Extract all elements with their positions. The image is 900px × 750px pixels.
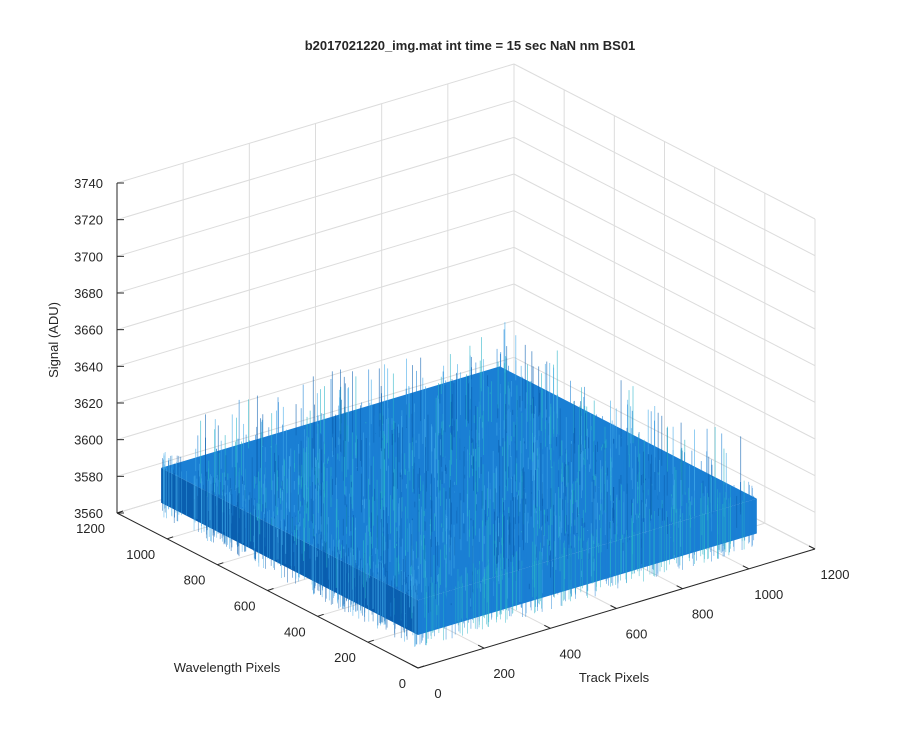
axes — [116, 182, 816, 669]
x-tick-mark — [808, 545, 816, 550]
back-wall-grid-line — [116, 283, 515, 404]
y-tick-mark — [367, 639, 374, 643]
y-tick-label: 800 — [184, 573, 206, 588]
x-tick-label: 400 — [559, 646, 581, 661]
y-tick-label: 400 — [284, 624, 306, 639]
y-tick-mark — [217, 562, 224, 566]
right-wall-grid-line — [513, 173, 816, 330]
x-tick-label: 800 — [692, 607, 714, 622]
x-tick-mark — [411, 664, 419, 669]
z-tick-label: 3700 — [74, 249, 103, 264]
right-wall-grid-line — [513, 320, 816, 477]
z-tick-label: 3740 — [74, 176, 103, 191]
z-tick-label: 3660 — [74, 323, 103, 338]
x-tick-label: 1000 — [754, 587, 783, 602]
x-tick-mark — [544, 624, 551, 629]
y-tick-label: 1200 — [76, 521, 105, 536]
y-tick-label: 1000 — [126, 547, 155, 562]
tick-labels: 0 200 400 600 800 1000 1200 0 200 400 600 800 1000 12… — [74, 176, 849, 701]
right-wall-grid-line — [513, 100, 816, 257]
right-wall-grid-line — [513, 356, 816, 513]
y-tick-label: 0 — [399, 676, 406, 691]
x-tick-mark — [676, 585, 683, 590]
back-wall-grid-line — [116, 320, 515, 441]
x-tick-mark — [610, 605, 617, 609]
right-wall-grid-line — [513, 63, 816, 220]
z-tick-label: 3600 — [74, 433, 103, 448]
back-wall-grid-line — [116, 100, 515, 221]
z-axis-label: Signal (ADU) — [46, 302, 61, 378]
right-wall-grid-line — [513, 210, 816, 367]
y-tick-mark — [417, 665, 425, 669]
x-tick-label: 1200 — [821, 567, 850, 582]
back-wall-grid-line — [116, 173, 515, 294]
x-tick-mark — [742, 565, 750, 570]
y-tick-mark — [167, 536, 174, 540]
x-tick-mark — [477, 644, 485, 649]
z-tick-label: 3640 — [74, 359, 103, 374]
x-tick-label: 0 — [434, 686, 441, 701]
right-wall-grid-line — [513, 246, 816, 403]
right-wall-grid-line — [513, 283, 816, 440]
chart-title: b2017021220_img.mat int time = 15 sec Na… — [305, 38, 636, 53]
y-tick-mark — [267, 588, 274, 591]
z-tick-label: 3560 — [74, 506, 103, 521]
x-axis-label: Track Pixels — [579, 670, 650, 685]
data-surface — [161, 322, 757, 647]
x-tick-label: 600 — [626, 627, 648, 642]
x-tick-label: 200 — [493, 666, 515, 681]
z-tick-label: 3680 — [74, 286, 103, 301]
z-tick-label: 3720 — [74, 213, 103, 228]
back-wall-grid-line — [116, 210, 515, 331]
z-tick-label: 3580 — [74, 469, 103, 484]
y-tick-label: 600 — [234, 599, 256, 614]
back-wall-grid-line — [116, 136, 515, 257]
y-tick-mark — [317, 613, 324, 617]
back-wall-grid-line — [116, 356, 515, 477]
back-wall-grid-line — [116, 63, 515, 184]
back-wall-grid-line — [116, 246, 515, 367]
y-axis-label: Wavelength Pixels — [174, 660, 281, 675]
right-wall-grid-line — [513, 136, 816, 293]
y-tick-label: 200 — [334, 650, 356, 665]
z-tick-label: 3620 — [74, 396, 103, 411]
